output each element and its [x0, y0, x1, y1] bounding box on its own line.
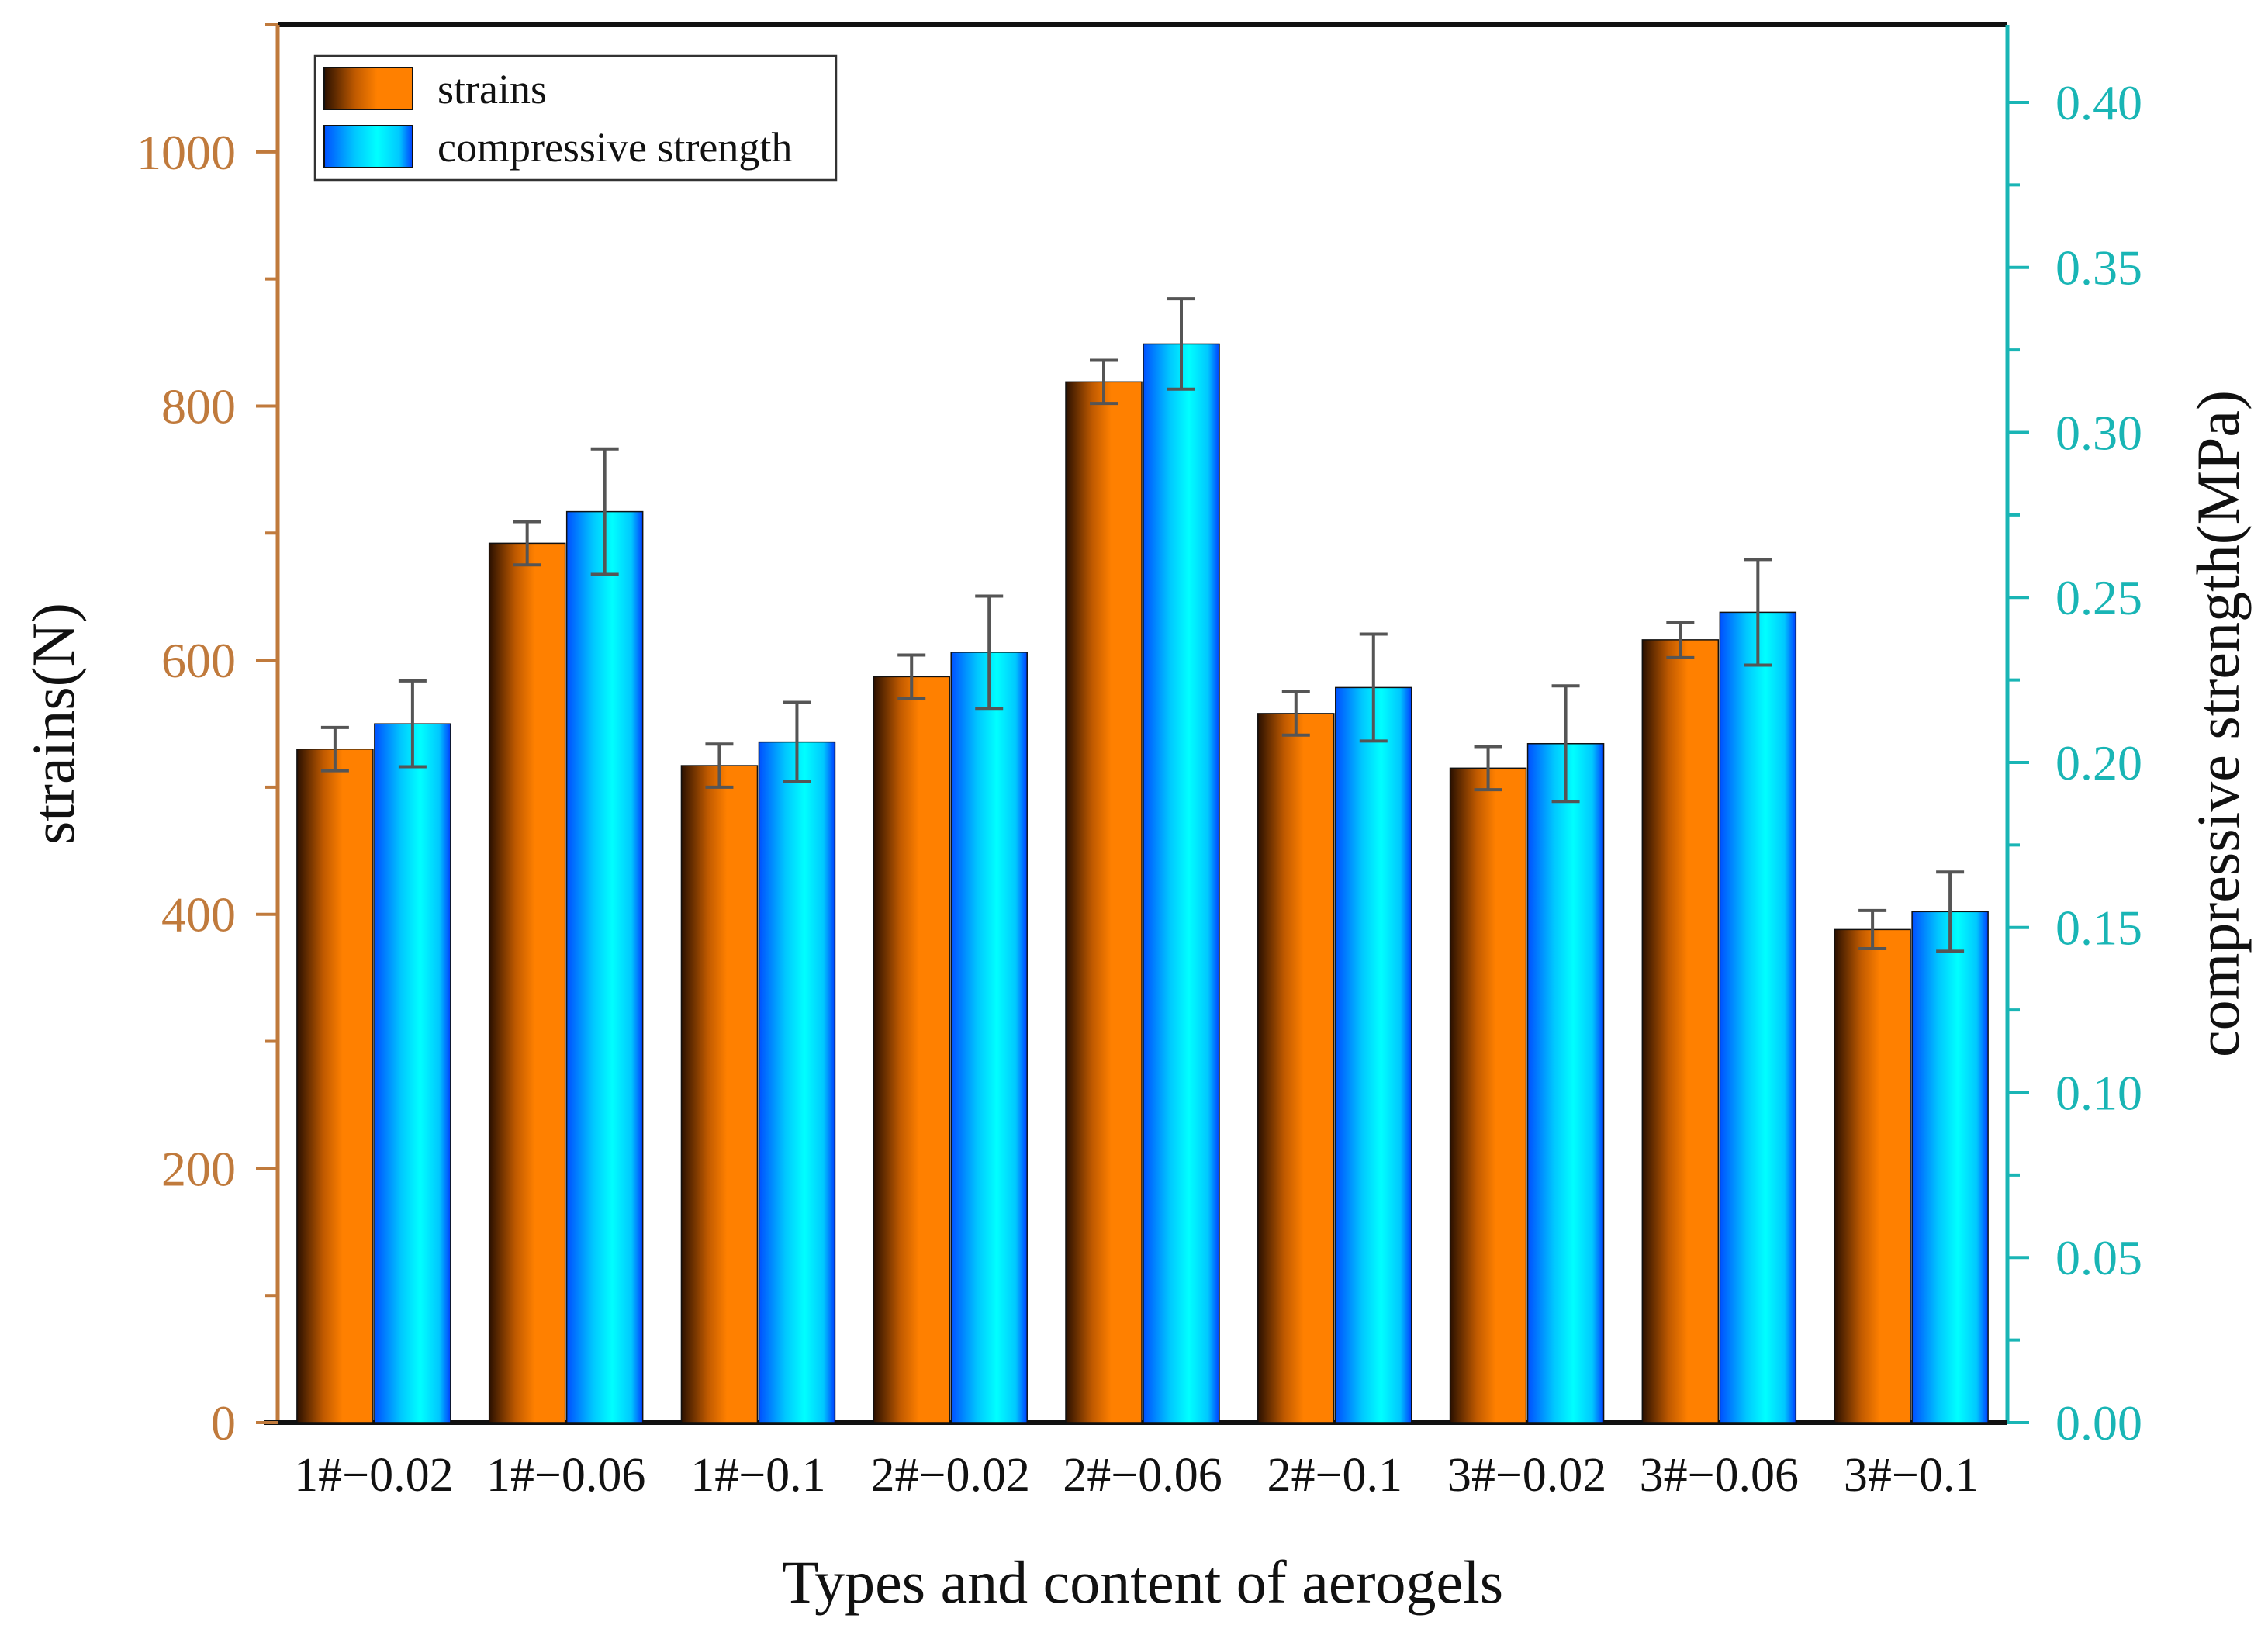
left-tick-label: 1000 — [137, 125, 236, 180]
right-tick-label: 0.25 — [2055, 570, 2142, 625]
bar-compressive-strength-4 — [950, 652, 1028, 1423]
x-tick-label: 3#−0.06 — [1640, 1449, 1799, 1502]
left-axis-title: strains(N) — [19, 603, 87, 845]
bar-strains-9 — [1834, 928, 1911, 1423]
legend: strains compressive strength — [313, 54, 838, 182]
left-tick-label: 600 — [161, 633, 236, 688]
bar-strains-8 — [1641, 639, 1720, 1423]
legend-label-strains: strains — [437, 66, 547, 112]
x-tick-label: 3#−0.1 — [1844, 1449, 1979, 1502]
left-tick-label: 800 — [161, 379, 236, 434]
left-tick-label: 200 — [161, 1141, 236, 1196]
legend-swatch-strains — [323, 67, 413, 110]
bar-compressive-strength-1 — [374, 723, 451, 1423]
bar-compressive-strength-5 — [1143, 343, 1220, 1423]
bar-compressive-strength-9 — [1911, 911, 1989, 1423]
bar-strains-4 — [873, 676, 950, 1423]
right-axis-title: compressive strength(MPa) — [2184, 390, 2252, 1057]
right-tick-label: 0.20 — [2055, 735, 2142, 790]
bar-compressive-strength-6 — [1335, 686, 1412, 1423]
right-tick-label: 0.30 — [2055, 405, 2142, 460]
bar-compressive-strength-7 — [1526, 742, 1605, 1423]
left-tick-label: 400 — [161, 887, 236, 942]
x-tick-label: 2#−0.06 — [1063, 1449, 1222, 1502]
x-tick-label: 2#−0.02 — [870, 1449, 1029, 1502]
x-tick-label: 1#−0.06 — [486, 1449, 645, 1502]
bars — [296, 343, 1989, 1423]
x-tick-label: 2#−0.1 — [1267, 1449, 1402, 1502]
bar-compressive-strength-8 — [1719, 611, 1797, 1423]
right-tick-label: 0.15 — [2055, 901, 2142, 956]
bar-strains-2 — [488, 542, 566, 1423]
legend-label-compressive-strength: compressive strength — [437, 124, 792, 171]
right-tick-label: 0.00 — [2055, 1395, 2142, 1450]
bar-compressive-strength-2 — [565, 510, 644, 1423]
x-axis-title: Types and content of aerogels — [782, 1548, 1503, 1616]
legend-swatch-compressive-strength — [323, 125, 413, 168]
bar-strains-1 — [296, 749, 374, 1423]
bar-strains-7 — [1449, 767, 1527, 1423]
x-tick-label: 1#−0.1 — [690, 1449, 825, 1502]
left-tick-label: 0 — [211, 1395, 236, 1450]
x-tick-label: 1#−0.02 — [294, 1449, 453, 1502]
right-tick-label: 0.10 — [2055, 1065, 2142, 1120]
bar-strains-5 — [1065, 381, 1143, 1423]
error-bars — [320, 297, 1965, 953]
right-tick-label: 0.40 — [2055, 75, 2142, 130]
right-tick-label: 0.35 — [2055, 240, 2142, 296]
right-tick-label: 0.05 — [2055, 1230, 2142, 1285]
x-axis-ticks: 1#−0.02 1#−0.06 1#−0.1 2#−0.02 2#−0.06 2#−0.1… — [294, 1449, 1979, 1502]
bar-strains-3 — [680, 765, 759, 1423]
left-axis-ticks: 0 200 400 600 800 1000 — [137, 23, 278, 1450]
bar-strains-6 — [1257, 713, 1335, 1423]
bar-compressive-strength-3 — [758, 741, 836, 1423]
right-axis-ticks: 0.00 0.05 0.10 0.15 0.20 0.25 0.30 0.35 0.40 — [2007, 75, 2142, 1450]
x-tick-label: 3#−0.02 — [1447, 1449, 1606, 1502]
